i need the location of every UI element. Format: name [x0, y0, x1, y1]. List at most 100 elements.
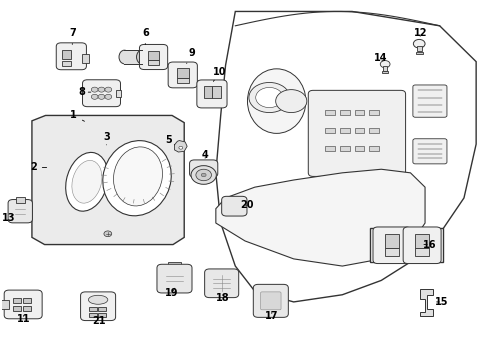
Polygon shape — [215, 12, 475, 302]
FancyBboxPatch shape — [402, 227, 440, 264]
Bar — [325, 128, 334, 134]
Bar — [0, 300, 9, 309]
Ellipse shape — [247, 69, 305, 134]
Circle shape — [201, 173, 205, 177]
Bar — [382, 71, 387, 73]
Bar — [383, 66, 386, 71]
Polygon shape — [32, 116, 184, 244]
Polygon shape — [419, 289, 432, 316]
Text: 12: 12 — [412, 28, 426, 38]
FancyBboxPatch shape — [197, 80, 226, 108]
Text: 14: 14 — [373, 53, 386, 63]
Text: 6: 6 — [142, 28, 148, 44]
Bar — [124, 50, 142, 64]
Bar — [23, 298, 31, 303]
Circle shape — [412, 40, 424, 48]
FancyBboxPatch shape — [4, 290, 42, 319]
FancyBboxPatch shape — [221, 196, 246, 216]
FancyBboxPatch shape — [412, 139, 446, 164]
Polygon shape — [215, 169, 424, 266]
Bar — [176, 68, 188, 78]
Ellipse shape — [72, 161, 102, 203]
Text: 9: 9 — [186, 48, 195, 63]
Circle shape — [191, 166, 216, 184]
Text: 13: 13 — [2, 213, 16, 222]
Bar — [368, 145, 378, 151]
Text: 8: 8 — [79, 87, 91, 97]
Text: 18: 18 — [216, 293, 229, 303]
Text: 3: 3 — [103, 132, 109, 145]
Text: 2: 2 — [30, 162, 46, 172]
Bar — [354, 110, 364, 116]
Bar — [61, 61, 71, 66]
Ellipse shape — [119, 50, 129, 64]
Text: 1: 1 — [70, 111, 84, 121]
FancyBboxPatch shape — [168, 62, 197, 88]
Bar — [415, 51, 422, 54]
Circle shape — [105, 94, 111, 99]
Text: 16: 16 — [422, 239, 436, 249]
Circle shape — [98, 87, 105, 92]
Bar — [89, 313, 97, 317]
FancyBboxPatch shape — [189, 160, 217, 177]
Bar — [339, 110, 349, 116]
Bar — [176, 78, 188, 83]
Bar — [148, 51, 159, 59]
FancyBboxPatch shape — [204, 269, 238, 298]
Bar — [339, 128, 349, 134]
Bar — [23, 306, 31, 311]
FancyBboxPatch shape — [157, 264, 192, 293]
Text: 4: 4 — [202, 150, 208, 160]
Bar — [13, 306, 21, 311]
Text: 20: 20 — [240, 200, 254, 210]
Text: 11: 11 — [17, 314, 30, 324]
Bar — [384, 234, 398, 248]
Circle shape — [275, 90, 306, 113]
Circle shape — [179, 146, 183, 149]
Bar — [115, 90, 121, 97]
Text: 10: 10 — [213, 67, 226, 81]
Text: 5: 5 — [164, 135, 174, 145]
Bar — [384, 248, 398, 256]
Bar — [98, 307, 106, 311]
Bar — [325, 145, 334, 151]
Ellipse shape — [113, 147, 162, 206]
Bar — [16, 197, 24, 203]
Ellipse shape — [136, 50, 147, 64]
Bar — [369, 228, 442, 262]
Text: 19: 19 — [165, 288, 179, 298]
Text: 21: 21 — [92, 316, 105, 325]
FancyBboxPatch shape — [81, 292, 115, 320]
Bar — [81, 54, 89, 63]
Bar — [61, 50, 71, 59]
FancyBboxPatch shape — [307, 90, 405, 176]
Circle shape — [104, 231, 111, 237]
Bar — [203, 86, 212, 98]
Circle shape — [248, 82, 289, 113]
Bar — [212, 86, 221, 98]
Bar — [416, 46, 421, 51]
Bar — [148, 60, 159, 65]
FancyBboxPatch shape — [8, 199, 32, 223]
FancyBboxPatch shape — [56, 43, 86, 70]
Bar — [167, 262, 181, 268]
Bar — [414, 234, 428, 248]
FancyBboxPatch shape — [412, 85, 446, 117]
Circle shape — [380, 60, 389, 68]
Text: 7: 7 — [69, 28, 76, 44]
Bar — [325, 110, 334, 116]
Bar — [368, 110, 378, 116]
FancyBboxPatch shape — [372, 227, 410, 264]
Polygon shape — [174, 140, 187, 152]
Circle shape — [91, 87, 98, 92]
Bar — [354, 128, 364, 134]
FancyBboxPatch shape — [260, 292, 281, 310]
Bar — [368, 128, 378, 134]
Text: 17: 17 — [264, 311, 278, 321]
Circle shape — [196, 169, 211, 181]
Bar — [339, 145, 349, 151]
Ellipse shape — [88, 295, 108, 304]
Bar — [13, 298, 21, 303]
Bar — [98, 313, 106, 317]
FancyBboxPatch shape — [139, 44, 167, 69]
